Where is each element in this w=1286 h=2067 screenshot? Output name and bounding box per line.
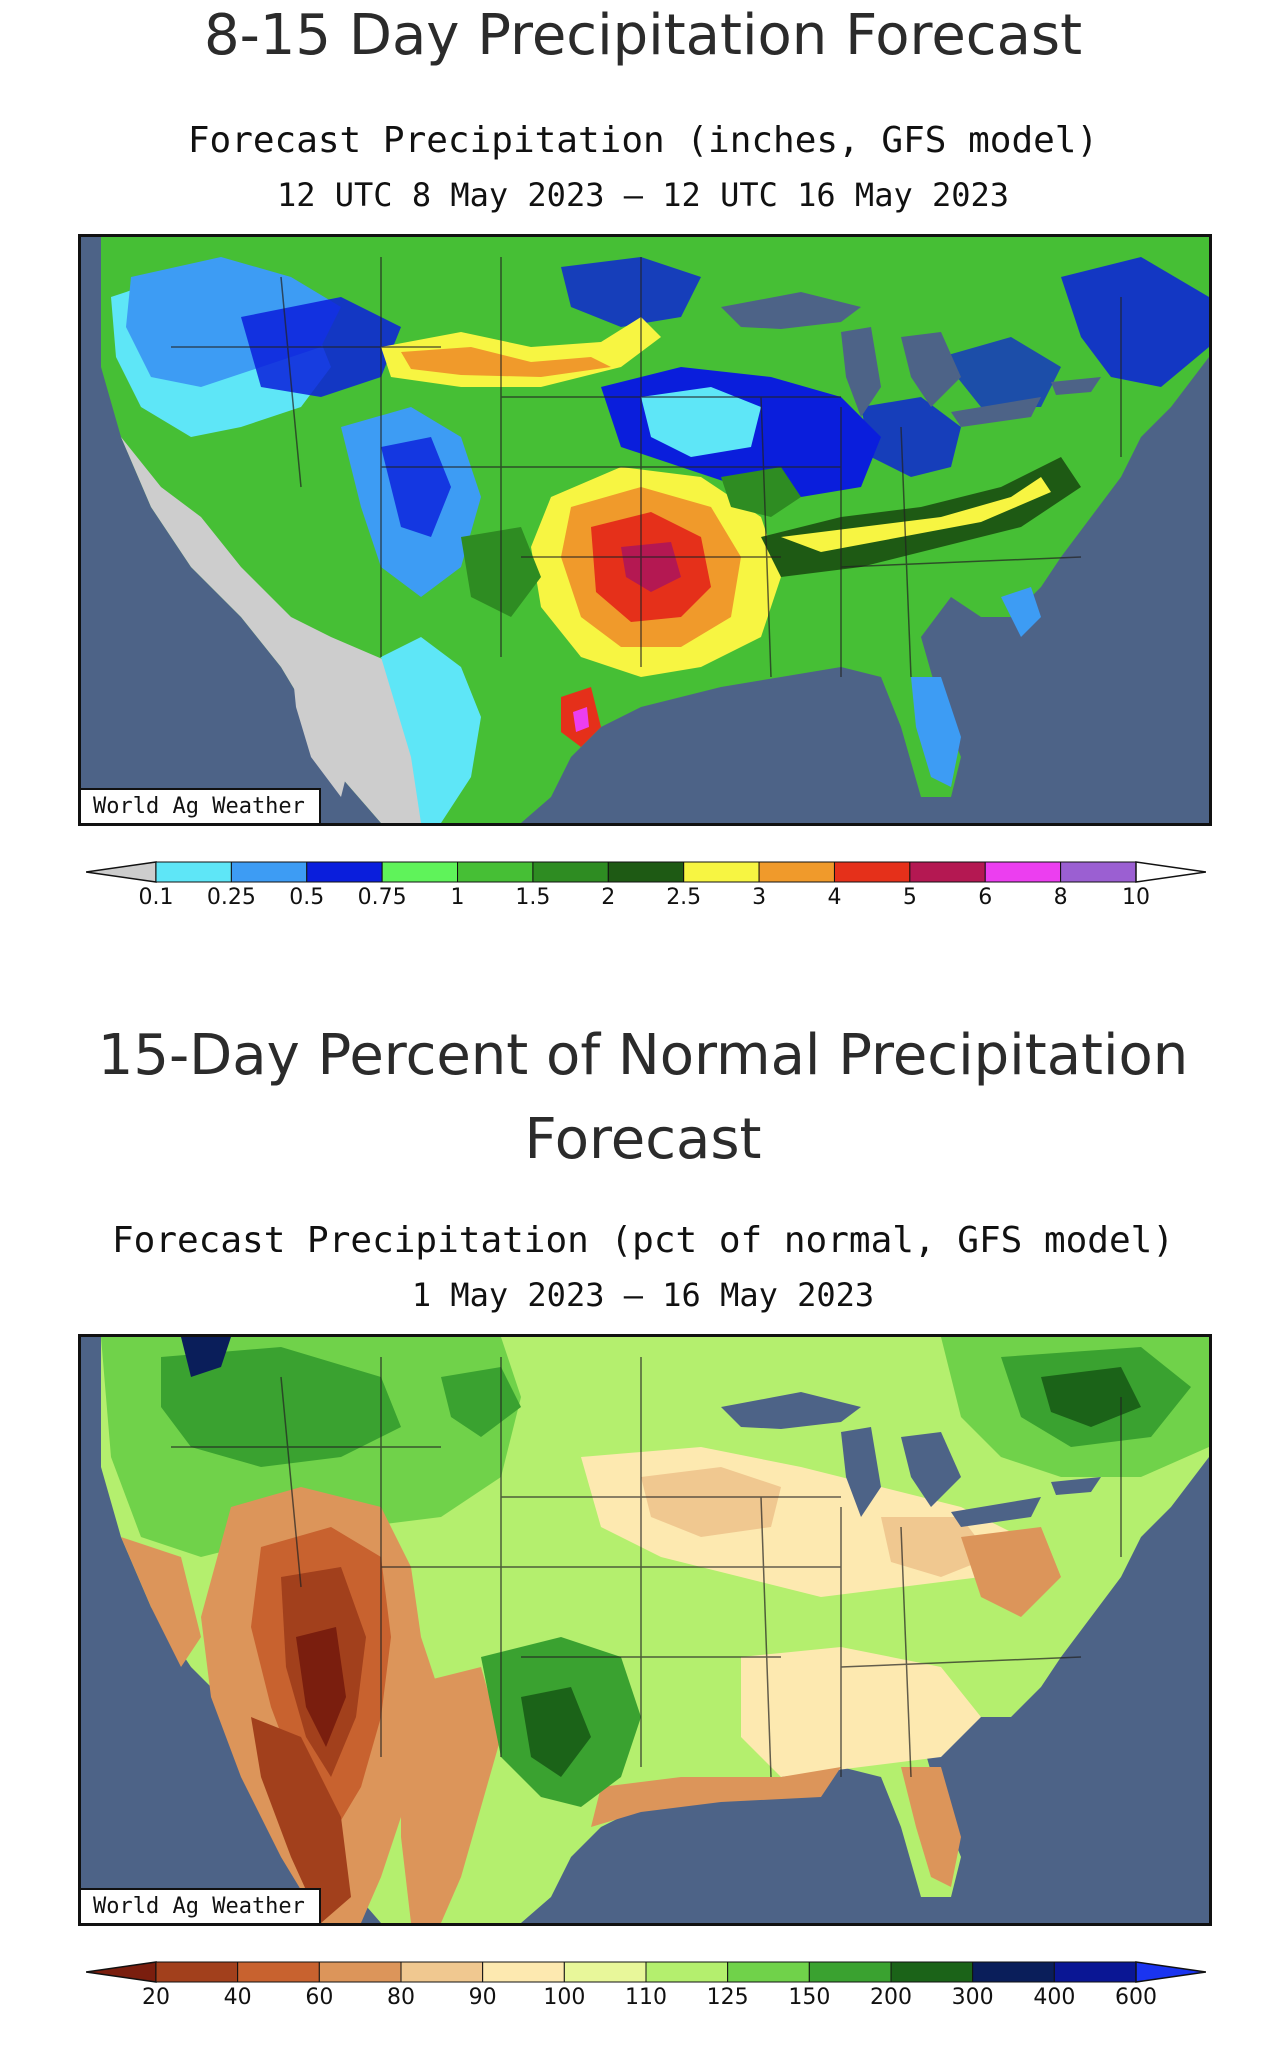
map1-legend-tick-label: 10 xyxy=(1122,885,1150,908)
map2-legend-swatch xyxy=(155,1961,239,1983)
map2-legend-tick-label: 20 xyxy=(142,1985,170,2008)
percent-normal-section: 15-Day Percent of Normal Precipitation F… xyxy=(0,1010,1286,2067)
map1-legend-bar: 0.1 0.25 0.5 0.75 1 1.5 2 2.5 3 4 5 6 8 10 xyxy=(86,861,1206,908)
map2-legend-swatch xyxy=(972,1961,1055,1983)
map1-legend-tick-label: 0.75 xyxy=(358,885,407,908)
map1-color-legend: 0.1 0.25 0.5 0.75 1 1.5 2 2.5 3 4 5 6 8 10 xyxy=(86,858,1206,908)
map1-legend-swatch xyxy=(1060,861,1137,883)
map1-legend-tick-label: 4 xyxy=(827,885,841,908)
map1-legend-tick-label: 1.5 xyxy=(515,885,550,908)
map1-legend-swatch xyxy=(909,861,986,883)
map2-legend-tick-label: 400 xyxy=(1033,1985,1075,2008)
map2-legend-tick-label: 40 xyxy=(224,1985,252,2008)
map2-legend-swatch xyxy=(237,1961,320,1983)
map2-legend-swatch xyxy=(1053,1961,1137,1983)
map1-legend-tick-label: 0.1 xyxy=(139,885,174,908)
map1-legend-swatch xyxy=(683,861,760,883)
map1-date-range: 12 UTC 8 May 2023 – 12 UTC 16 May 2023 xyxy=(276,176,1010,214)
map1-legend-swatch xyxy=(155,861,232,883)
precip-map: World Ag Weather xyxy=(78,234,1212,826)
map2-color-legend: 20 40 60 80 90 100 110 125 150 200 300 400 600 xyxy=(86,1958,1206,2008)
map2-legend-bar: 20 40 60 80 90 100 110 125 150 200 300 400 600 xyxy=(86,1961,1206,2008)
map1-watermark: World Ag Weather xyxy=(81,788,321,823)
map2-legend-swatch xyxy=(727,1961,810,1983)
map2-legend-tick-label: 150 xyxy=(788,1985,830,2008)
map1-legend-tick-label: 1 xyxy=(451,885,465,908)
map1-legend-tick-label: 0.5 xyxy=(289,885,324,908)
map2-legend-left-arrow xyxy=(86,1961,157,1983)
precip-map-image xyxy=(81,237,1209,823)
map1-legend-swatch xyxy=(457,861,534,883)
map2-legend-tick-label: 110 xyxy=(625,1985,667,2008)
map1-legend-right-arrow xyxy=(1135,861,1206,883)
map2-legend-tick-label: 60 xyxy=(305,1985,333,2008)
map1-legend-left-arrow xyxy=(86,861,157,883)
map1-legend-swatch xyxy=(230,861,308,883)
map2-legend-swatch xyxy=(400,1961,484,1983)
precip-forecast-section: 8-15 Day Precipitation Forecast Forecast… xyxy=(0,0,1286,960)
percent-normal-map-image xyxy=(81,1337,1209,1923)
map1-legend-tick-label: 0.25 xyxy=(207,885,256,908)
map2-legend-tick-label: 80 xyxy=(387,1985,415,2008)
percent-normal-map: World Ag Weather xyxy=(78,1334,1212,1926)
map1-legend-swatch xyxy=(758,861,835,883)
map2-date-range: 1 May 2023 – 16 May 2023 xyxy=(411,1276,875,1314)
map2-subtitle: Forecast Precipitation (pct of normal, G… xyxy=(111,1220,1175,1261)
map1-legend-swatch xyxy=(381,861,459,883)
map2-legend-tick-label: 300 xyxy=(952,1985,994,2008)
map2-legend-swatch xyxy=(482,1961,565,1983)
map2-legend-tick-label: 90 xyxy=(469,1985,497,2008)
map1-title: 8-15 Day Precipitation Forecast xyxy=(203,3,1083,68)
map1-legend-tick-label: 8 xyxy=(1054,885,1068,908)
map1-legend-tick-label: 2.5 xyxy=(666,885,701,908)
map1-legend-swatch xyxy=(833,861,911,883)
map2-legend-tick-label: 200 xyxy=(870,1985,912,2008)
map2-legend-swatch xyxy=(890,1961,974,1983)
map1-subtitle: Forecast Precipitation (inches, GFS mode… xyxy=(187,120,1099,161)
map1-legend-swatch xyxy=(984,861,1062,883)
map2-legend-swatch xyxy=(645,1961,729,1983)
map1-legend-tick-label: 5 xyxy=(903,885,917,908)
map2-legend-right-arrow xyxy=(1135,1961,1206,1983)
map2-legend-tick-label: 125 xyxy=(707,1985,749,2008)
map2-legend-tick-label: 600 xyxy=(1115,1985,1157,2008)
map2-legend-swatch xyxy=(563,1961,647,1983)
map2-legend-tick-label: 100 xyxy=(543,1985,585,2008)
map2-legend-swatch xyxy=(808,1961,892,1983)
map1-legend-swatch xyxy=(607,861,685,883)
map1-legend-swatch xyxy=(306,861,383,883)
map2-title: 15-Day Percent of Normal Precipitation F… xyxy=(97,1023,1189,1172)
map1-legend-tick-label: 3 xyxy=(752,885,766,908)
map1-legend-swatch xyxy=(532,861,609,883)
map1-legend-tick-label: 6 xyxy=(978,885,992,908)
map2-watermark: World Ag Weather xyxy=(81,1888,321,1923)
map1-legend-tick-label: 2 xyxy=(601,885,615,908)
map2-legend-swatch xyxy=(318,1961,402,1983)
